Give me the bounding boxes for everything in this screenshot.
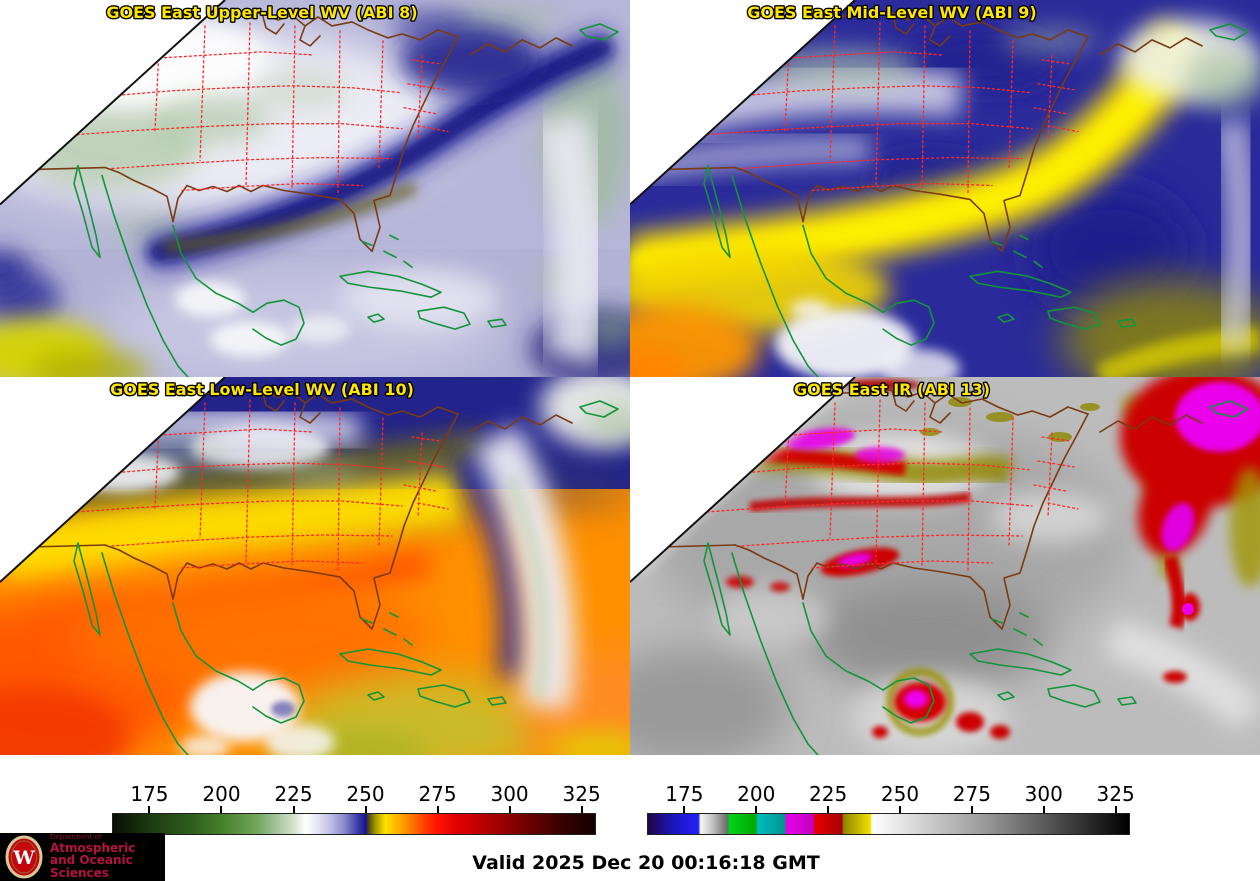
colorbar-tick-mark [220,806,223,813]
satellite-image-ir: GOES East IR (ABI 13) [630,377,1260,755]
ir-colorbar-labels: 175 200 225 250 275 300 325 [647,782,1134,806]
colorbar-tick-mark [827,806,830,813]
panel-title-abi8: GOES East Upper-Level WV (ABI 8) [106,3,417,22]
ir-colorbar-gradient [647,813,1130,835]
panel-ir-abi13: GOES East IR (ABI 13) [630,377,1260,755]
ir-colorbar: 175 200 225 250 275 300 325 [647,782,1135,835]
panel-title-abi10: GOES East Low-Level WV (ABI 10) [110,380,414,399]
colorbar-tick-label: 250 [880,782,920,806]
panel-low-level-wv-abi10: GOES East Low-Level WV (ABI 10) [0,377,630,755]
colorbar-tick-mark [1042,806,1045,813]
colorbar-tick-label: 250 [346,782,385,806]
wv-colorbar-gradient [112,813,596,835]
colorbar-tick-label: 225 [809,782,848,806]
satellite-image-low-wv: GOES East Low-Level WV (ABI 10) [0,377,630,755]
colorbar-tick-label: 175 [665,782,704,806]
colorbar-tick-mark [970,806,973,813]
logo-line-1: Atmospheric [50,840,136,855]
colorbar-tick-label: 175 [130,782,169,806]
crest-letter: W [12,847,35,869]
colorbar-tick-label: 300 [490,782,529,806]
wv-colorbar-labels: 175 200 225 250 275 300 325 [112,782,600,806]
logo-dept-line: Department of [50,833,102,842]
colorbar-tick-label: 300 [1024,782,1063,806]
colorbar-tick-label: 225 [274,782,313,806]
logo-text: Department of Atmospheric and Oceanic Sc… [50,833,165,880]
colorbar-tick-label: 200 [737,782,776,806]
colorbar-tick-mark [508,806,511,813]
colorbar-tick-label: 275 [418,782,457,806]
panel-title-abi9: GOES East Mid-Level WV (ABI 9) [747,3,1036,22]
colorbar-tick-label: 325 [562,782,601,806]
colorbar-tick-mark [683,806,686,813]
ir-colorbar-ticks [647,806,1130,813]
wv-colorbar-ticks [112,806,596,813]
colorbar-tick-mark [580,806,583,813]
colorbar-tick-label: 275 [952,782,991,806]
colorbar-tick-mark [755,806,758,813]
colorbar-tick-mark [436,806,439,813]
colorbar-tick-mark [292,806,295,813]
colorbar-tick-mark [1114,806,1117,813]
panel-mid-level-wv-abi9: GOES East Mid-Level WV (ABI 9) [630,0,1260,377]
panel-upper-level-wv-abi8: GOES East Upper-Level WV (ABI 8) [0,0,630,377]
uw-aos-logo: W Department of Atmospheric and Oceanic … [0,833,165,881]
logo-line-2: and Oceanic Sciences [50,853,133,880]
satellite-image-mid-wv: GOES East Mid-Level WV (ABI 9) [630,0,1260,377]
uw-crest-icon: W [5,835,43,879]
valid-timestamp: Valid 2025 Dec 20 00:16:18 GMT [472,852,820,874]
wv-colorbar: 175 200 225 250 275 300 325 [112,782,601,835]
satellite-image-upper-wv: GOES East Upper-Level WV (ABI 8) [0,0,630,377]
footer: 175 200 225 250 275 300 325 175 200 225 250 275 300… [0,755,1260,881]
colorbar-tick-mark [364,806,367,813]
colorbar-tick-label: 325 [1096,782,1135,806]
colorbar-tick-mark [899,806,901,813]
colorbar-tick-mark [148,806,151,813]
colorbar-tick-label: 200 [202,782,241,806]
panel-title-abi13: GOES East IR (ABI 13) [794,380,990,399]
